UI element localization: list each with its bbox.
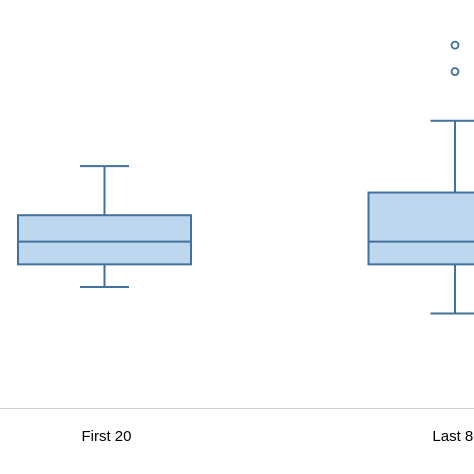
outlier [450,40,460,50]
outlier [450,67,460,76]
box [367,191,474,266]
x-tick-label: First 20 [81,428,131,445]
x-tick-label: Last 80 [432,428,474,445]
box [17,214,192,266]
